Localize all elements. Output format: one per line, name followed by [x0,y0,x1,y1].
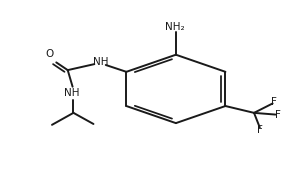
Text: NH: NH [64,88,80,98]
Text: O: O [45,49,53,59]
Text: F: F [275,110,281,120]
Text: F: F [271,97,277,107]
Text: NH: NH [93,57,108,67]
Text: NH₂: NH₂ [165,22,184,31]
Text: F: F [257,126,263,135]
